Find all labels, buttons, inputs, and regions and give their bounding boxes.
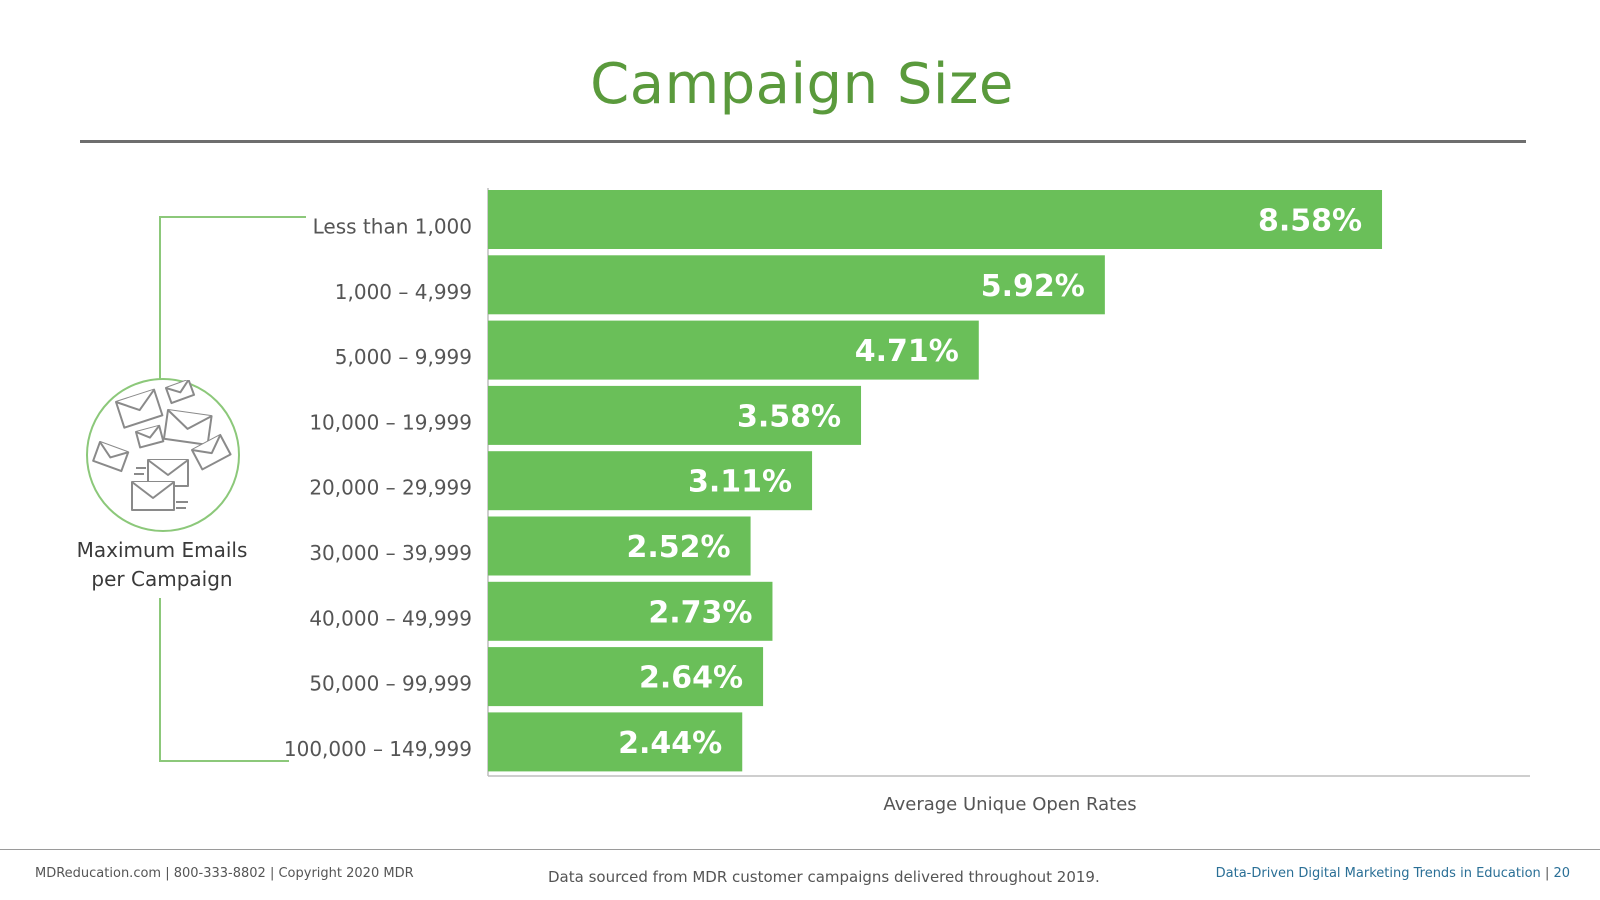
- page-title: Campaign Size: [590, 52, 1014, 117]
- bar: [488, 451, 813, 511]
- category-tick-label: 100,000 – 149,999: [284, 737, 472, 761]
- category-tick-label: 30,000 – 39,999: [309, 541, 472, 565]
- bracket-bottom-line: [159, 598, 289, 762]
- category-tick-label: 50,000 – 99,999: [309, 672, 472, 696]
- category-tick-label: 1,000 – 4,999: [335, 280, 472, 304]
- bar-value-label: 5.92%: [981, 269, 1085, 304]
- category-tick-label: 40,000 – 49,999: [309, 606, 472, 630]
- bar: [488, 190, 1383, 249]
- y-axis-group-label: Maximum Emails per Campaign: [62, 536, 262, 594]
- footer-source-note: Data sourced from MDR customer campaigns…: [548, 868, 1100, 886]
- bar: [488, 255, 1105, 315]
- bar-value-label: 8.58%: [1258, 204, 1362, 239]
- bracket-top-line: [159, 216, 306, 380]
- bar-value-label: 3.58%: [737, 399, 841, 434]
- footer-separator: |: [269, 866, 279, 881]
- bar: [488, 320, 979, 380]
- footer-separator: |: [1544, 866, 1554, 881]
- footer-contact: MDReducation.com | 800-333-8802 | Copyri…: [35, 866, 414, 881]
- category-tick-label: Less than 1,000: [313, 215, 472, 239]
- footer-separator: |: [165, 866, 174, 881]
- bar-value-label: 2.44%: [618, 726, 722, 761]
- footer-site-link[interactable]: MDReducation.com: [35, 866, 162, 881]
- x-axis-title: Average Unique Open Rates: [883, 794, 1137, 815]
- footer-report-info: Data-Driven Digital Marketing Trends in …: [1216, 866, 1570, 881]
- footer-phone: 800-333-8802: [173, 866, 266, 881]
- bar-value-label: 4.71%: [855, 334, 959, 369]
- side-label-line-1: Maximum Emails: [76, 538, 248, 562]
- bar-value-label: 3.11%: [688, 465, 792, 500]
- bar-value-label: 2.52%: [627, 530, 731, 565]
- footer-copyright: Copyright 2020 MDR: [278, 866, 414, 881]
- bar-value-label: 2.73%: [648, 595, 752, 630]
- title-divider: [80, 140, 1526, 143]
- footer-divider: [0, 849, 1600, 850]
- footer-report-title: Data-Driven Digital Marketing Trends in …: [1215, 866, 1541, 881]
- category-tick-label: 10,000 – 19,999: [309, 410, 472, 434]
- page-number: 20: [1553, 866, 1570, 881]
- side-label-line-2: per Campaign: [91, 567, 233, 591]
- envelopes-icon: [86, 378, 240, 532]
- bar: [488, 581, 773, 641]
- category-tick-label: 5,000 – 9,999: [335, 345, 472, 369]
- bar: [488, 516, 751, 576]
- bar: [488, 385, 862, 445]
- bar-value-label: 2.64%: [639, 661, 743, 696]
- bar: [488, 712, 743, 772]
- category-tick-label: 20,000 – 29,999: [309, 476, 472, 500]
- bar: [488, 647, 764, 707]
